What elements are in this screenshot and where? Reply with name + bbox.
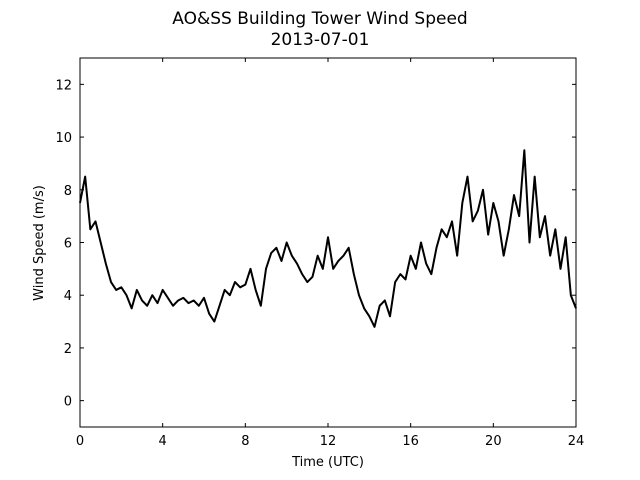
x-tick-label: 24 (568, 434, 585, 449)
plot-frame (79, 57, 577, 428)
y-tick-label: 2 (64, 342, 72, 357)
y-tick-label: 10 (55, 131, 72, 146)
x-tick-label: 8 (241, 434, 249, 449)
x-tick-label: 12 (320, 434, 337, 449)
x-tick-label: 0 (76, 434, 84, 449)
y-tick-label: 6 (64, 237, 72, 252)
y-tick-label: 4 (64, 289, 72, 304)
y-tick-label: 8 (64, 184, 72, 199)
x-tick-label: 16 (402, 434, 419, 449)
y-axis-label: Wind Speed (m/s) (32, 185, 47, 301)
x-axis-label: Time (UTC) (291, 455, 364, 470)
y-tick-label: 0 (64, 395, 72, 410)
x-tick-label: 20 (485, 434, 502, 449)
data-line (79, 149, 577, 328)
chart-title: AO&SS Building Tower Wind Speed (172, 9, 467, 29)
y-tick-label: 12 (55, 78, 72, 93)
chart-subtitle: 2013-07-01 (271, 30, 370, 50)
x-tick-label: 4 (159, 434, 167, 449)
